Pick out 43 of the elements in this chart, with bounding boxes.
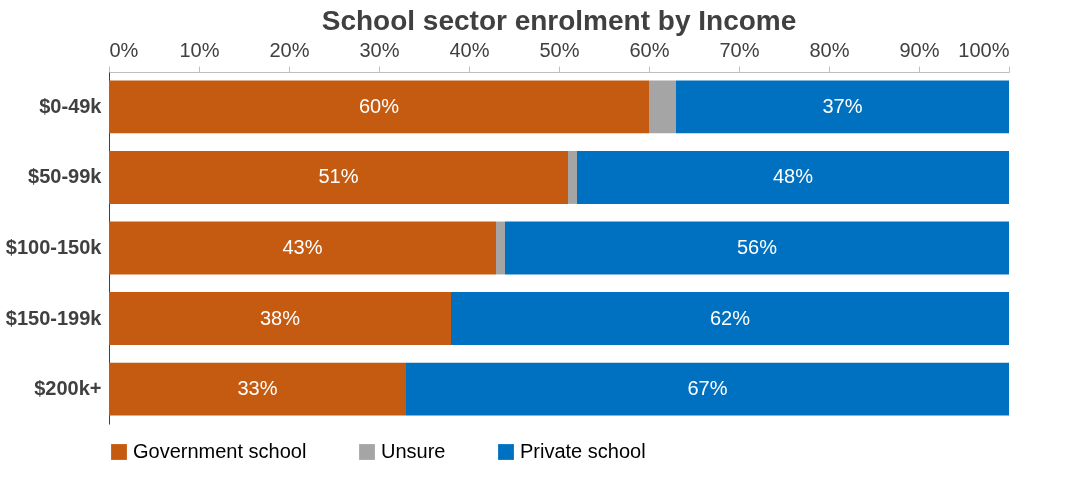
data-label: 67%	[687, 377, 728, 400]
bar	[451, 292, 1009, 345]
x-tick-label: 90%	[899, 38, 940, 61]
x-tick-label: 10%	[179, 38, 220, 61]
bar	[406, 362, 1009, 416]
bar	[496, 221, 505, 275]
legend-label: Unsure	[381, 440, 446, 462]
bar	[109, 292, 451, 345]
legend-label: Government school	[133, 440, 307, 462]
legend-label: Private school	[520, 440, 646, 462]
bar	[109, 221, 496, 275]
x-tick-label: 50%	[539, 38, 580, 61]
bar	[649, 80, 676, 134]
chart-title: School sector enrolment by Income	[321, 5, 797, 36]
data-label: 37%	[822, 94, 863, 117]
x-tick-label: 20%	[269, 38, 310, 61]
y-tick-label: $150-199k	[5, 306, 103, 329]
data-label: 60%	[358, 94, 400, 117]
x-tick-label: 40%	[449, 38, 490, 61]
x-tick-label: 0%	[109, 38, 139, 61]
x-tick-label: 60%	[629, 38, 670, 61]
x-tick-label: 80%	[809, 38, 850, 61]
x-tick-label: 30%	[359, 38, 400, 61]
data-label: 43%	[282, 236, 323, 258]
data-label: 33%	[237, 377, 278, 400]
y-tick-label: $100-150k	[5, 236, 103, 258]
data-label: 48%	[772, 165, 814, 188]
bar	[676, 80, 1009, 134]
x-tick-label: 100%	[958, 38, 1010, 61]
bar	[109, 362, 406, 416]
bar	[577, 151, 1009, 204]
data-label: 62%	[709, 306, 751, 329]
x-tick-label: 70%	[719, 38, 760, 61]
data-label: 51%	[318, 165, 359, 188]
data-label: 38%	[259, 306, 301, 329]
y-tick-label: $50-99k	[28, 165, 103, 188]
data-label: 56%	[736, 236, 778, 258]
y-tick-label: $200k+	[34, 377, 102, 400]
bar	[568, 151, 577, 204]
bar	[505, 221, 1009, 275]
y-tick-label: $0-49k	[39, 94, 103, 117]
bar	[109, 151, 568, 204]
bar	[109, 80, 649, 134]
